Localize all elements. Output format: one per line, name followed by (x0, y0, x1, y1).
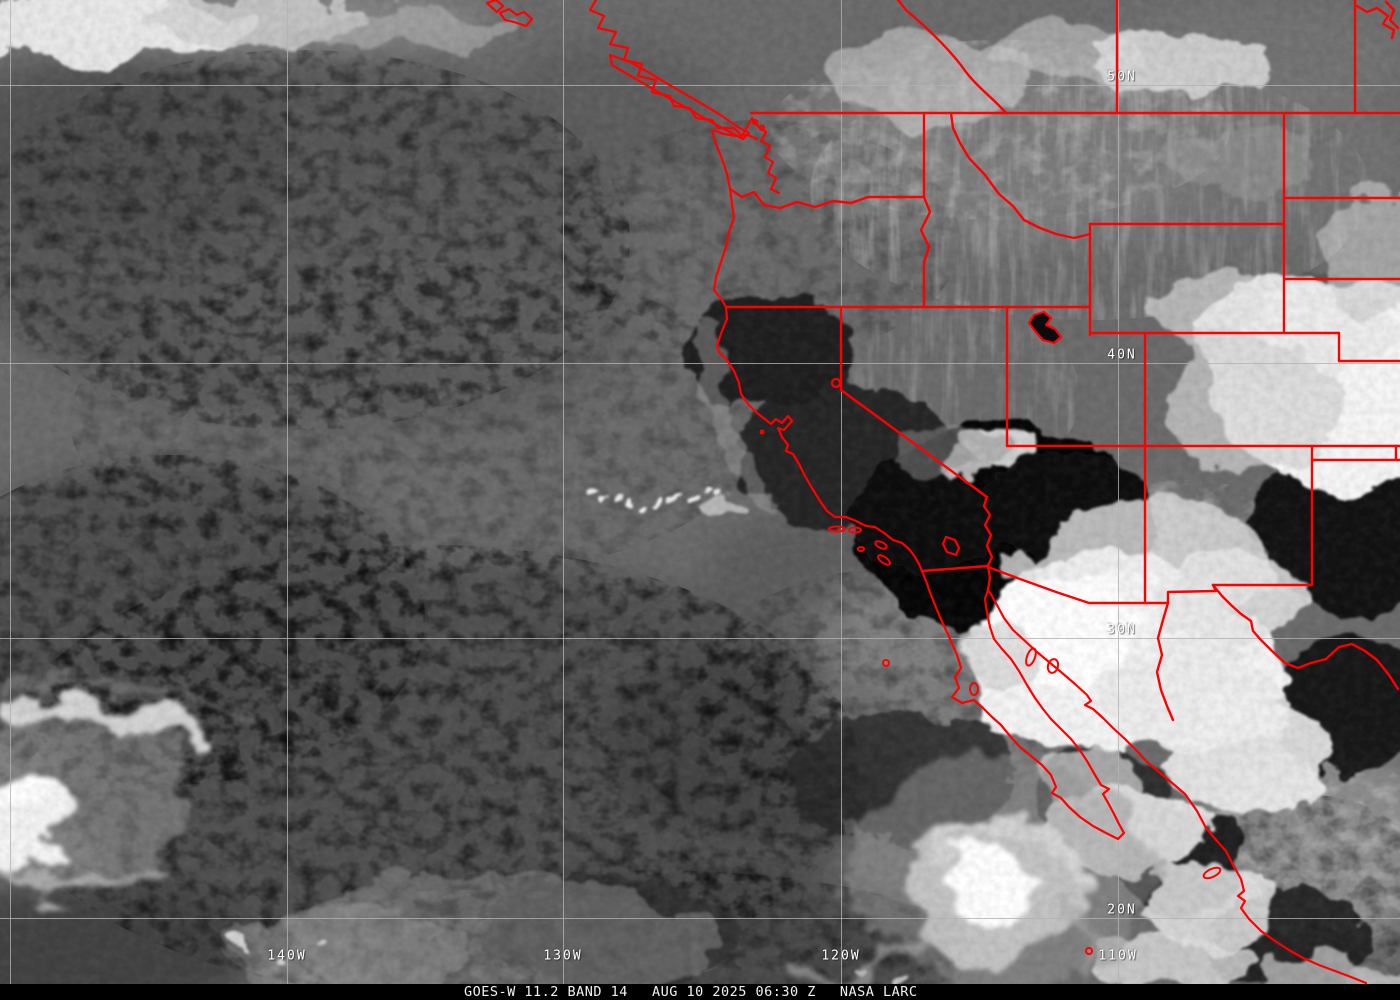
bc-alberta-border (896, 0, 1008, 115)
tres-marias-islands (1202, 866, 1222, 880)
gulf-island (758, 124, 766, 132)
idaho-montana-border (949, 111, 1092, 240)
island-outlines (759, 429, 1222, 955)
rio-grande (1211, 583, 1400, 691)
caption-datetime: AUG 10 2025 06:30 Z (651, 984, 816, 1000)
farallon-island (759, 429, 765, 435)
lake-tahoe-outline (830, 377, 842, 389)
salton-sea-outline (941, 535, 961, 557)
tiburon-island (1046, 658, 1060, 674)
vancouver-island (608, 53, 751, 141)
gulf-island (751, 118, 759, 126)
sonora-chihuahua-border (1155, 601, 1175, 722)
channel-island (857, 546, 865, 552)
caption-credit: NASA LARC (839, 984, 918, 1000)
channel-island (828, 525, 846, 533)
haida-gwaii (485, 0, 534, 28)
cedros-island (969, 682, 979, 696)
caption-text: GOES-W 11.2 BAND 14 AUG 10 2025 06:30 Z … (464, 984, 918, 1000)
canada-coastline (588, 0, 781, 195)
corner-river (1384, 0, 1400, 30)
caption-product: GOES-W 11.2 BAND 14 (464, 984, 628, 1000)
san-clemente-island (877, 554, 891, 566)
great-salt-lake-outline (1027, 310, 1063, 345)
guadalupe-island (882, 659, 890, 667)
saskatchewan-lake (1355, 4, 1396, 40)
socorro-island (1085, 947, 1093, 955)
channel-island (848, 526, 862, 534)
angel-de-la-guarda-island (1025, 647, 1037, 667)
caption-bar: GOES-W 11.2 BAND 14 AUG 10 2025 06:30 Z … (0, 984, 1400, 1000)
state-borders (724, 0, 1400, 722)
catalina-island (874, 540, 888, 550)
pacific-coastline (710, 128, 1368, 984)
